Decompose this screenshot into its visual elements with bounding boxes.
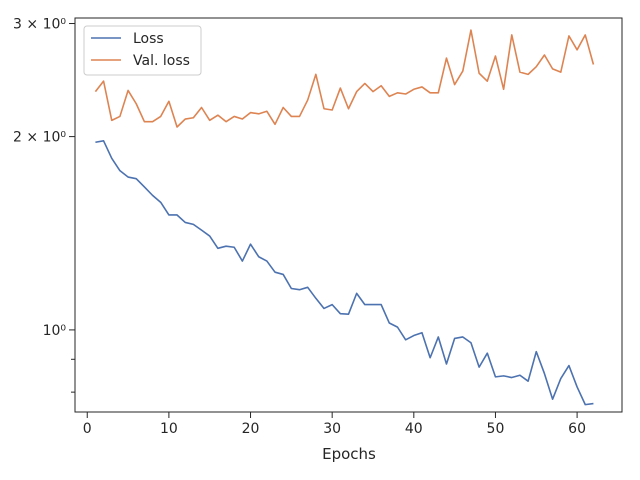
x-tick-label: 40 bbox=[405, 421, 423, 437]
x-axis: 0 10 20 30 40 50 60 bbox=[83, 412, 586, 437]
series-line-val-loss bbox=[94, 29, 595, 128]
y-tick-label: 2 × 10⁰ bbox=[13, 130, 66, 146]
x-tick-label: 50 bbox=[487, 421, 505, 437]
legend: Loss Val. loss bbox=[83, 25, 202, 76]
x-tick-label: 0 bbox=[83, 421, 92, 437]
x-axis-label: Epochs bbox=[322, 445, 376, 463]
x-tick-label: 60 bbox=[568, 421, 586, 437]
y-tick-label: 10⁰ bbox=[43, 323, 67, 339]
legend-label: Loss bbox=[133, 31, 164, 47]
x-tick-label: 30 bbox=[323, 421, 341, 437]
series-line-loss bbox=[95, 140, 594, 406]
x-tick-label: 20 bbox=[242, 421, 260, 437]
x-tick-label: 10 bbox=[160, 421, 178, 437]
legend-label: Val. loss bbox=[133, 53, 190, 69]
y-axis: 10⁰ 2 × 10⁰ 3 × 10⁰ bbox=[13, 17, 75, 393]
plot-area bbox=[74, 17, 623, 413]
y-tick-label: 3 × 10⁰ bbox=[13, 17, 66, 33]
series-lines bbox=[94, 29, 595, 406]
